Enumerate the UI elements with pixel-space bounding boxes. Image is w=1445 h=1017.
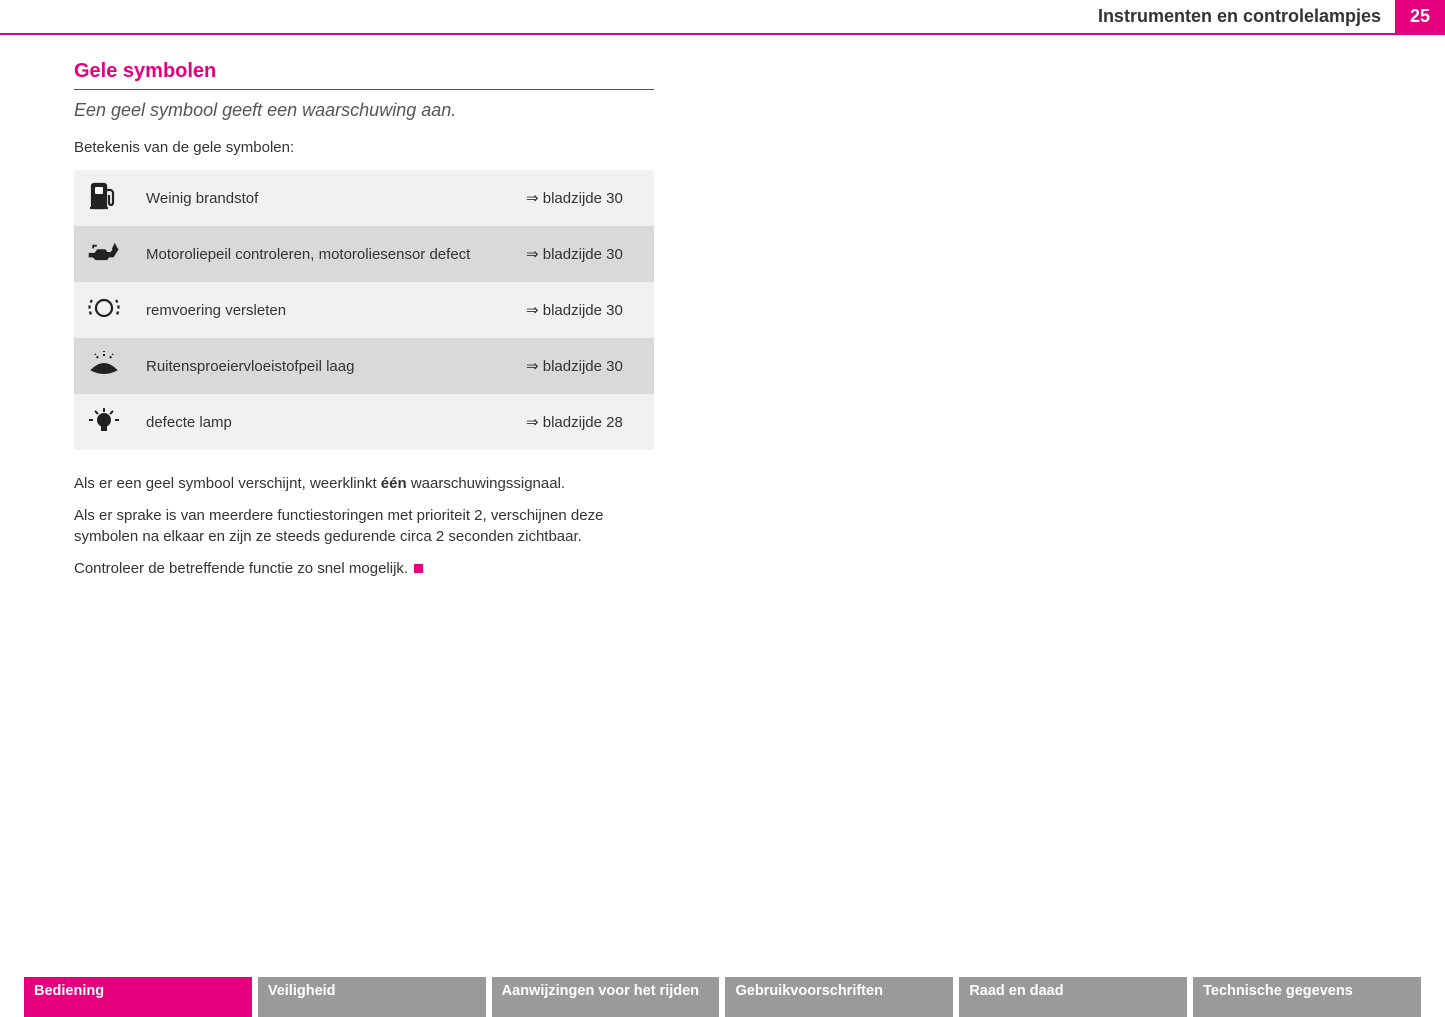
bulb-icon: [86, 423, 122, 440]
tab-technische-gegevens[interactable]: Technische gegevens: [1193, 977, 1421, 1017]
page-reference: ⇒ bladzijde 28: [514, 394, 654, 450]
washer-fluid-icon: [86, 367, 122, 384]
icon-cell: [74, 282, 134, 338]
table-row: remvoering versleten ⇒ bladzijde 30: [74, 282, 654, 338]
paragraph-1: Als er een geel symbool verschijnt, weer…: [74, 474, 654, 494]
icon-cell: [74, 170, 134, 226]
page-reference: ⇒ bladzijde 30: [514, 282, 654, 338]
symbol-description: remvoering versleten: [134, 282, 514, 338]
paragraph-2: Als er sprake is van meerdere functiesto…: [74, 506, 654, 547]
tab-veiligheid[interactable]: Veiligheid: [258, 977, 486, 1017]
end-marker-icon: [414, 564, 423, 573]
tab-aanwijzingen[interactable]: Aanwijzingen voor het rijden: [492, 977, 720, 1017]
intro-text: Betekenis van de gele symbolen:: [74, 139, 654, 156]
heading: Gele symbolen: [74, 60, 654, 83]
table-row: Ruitensproeiervloeistofpeil laag ⇒ bladz…: [74, 338, 654, 394]
section-title: Instrumenten en controlelampjes: [1098, 0, 1395, 33]
page-reference: ⇒ bladzijde 30: [514, 170, 654, 226]
symbol-description: defecte lamp: [134, 394, 514, 450]
symbols-table: Weinig brandstof ⇒ bladzijde 30 Motoroli…: [74, 170, 654, 450]
page-reference: ⇒ bladzijde 30: [514, 226, 654, 282]
page-reference: ⇒ bladzijde 30: [514, 338, 654, 394]
symbol-description: Motoroliepeil controleren, motoroliesens…: [134, 226, 514, 282]
paragraph-3: Controleer de betreffende functie zo sne…: [74, 559, 654, 579]
tab-raad-en-daad[interactable]: Raad en daad: [959, 977, 1187, 1017]
icon-cell: [74, 226, 134, 282]
subtitle: Een geel symbool geeft een waarschuwing …: [74, 100, 654, 121]
fuel-icon: [86, 199, 122, 216]
table-row: Motoroliepeil controleren, motoroliesens…: [74, 226, 654, 282]
tab-gebruikvoorschriften[interactable]: Gebruikvoorschriften: [725, 977, 953, 1017]
table-row: Weinig brandstof ⇒ bladzijde 30: [74, 170, 654, 226]
icon-cell: [74, 338, 134, 394]
symbol-description: Ruitensproeiervloeistofpeil laag: [134, 338, 514, 394]
bottom-tab-bar: Bediening Veiligheid Aanwijzingen voor h…: [0, 977, 1445, 1017]
main-content: Gele symbolen Een geel symbool geeft een…: [74, 60, 654, 591]
symbol-description: Weinig brandstof: [134, 170, 514, 226]
icon-cell: [74, 394, 134, 450]
oil-icon: [86, 255, 122, 272]
tab-bediening[interactable]: Bediening: [24, 977, 252, 1017]
page-header: Instrumenten en controlelampjes 25: [0, 0, 1445, 35]
page-number: 25: [1395, 0, 1445, 33]
table-row: defecte lamp ⇒ bladzijde 28: [74, 394, 654, 450]
heading-rule: [74, 89, 654, 90]
brake-pad-icon: [86, 311, 122, 328]
